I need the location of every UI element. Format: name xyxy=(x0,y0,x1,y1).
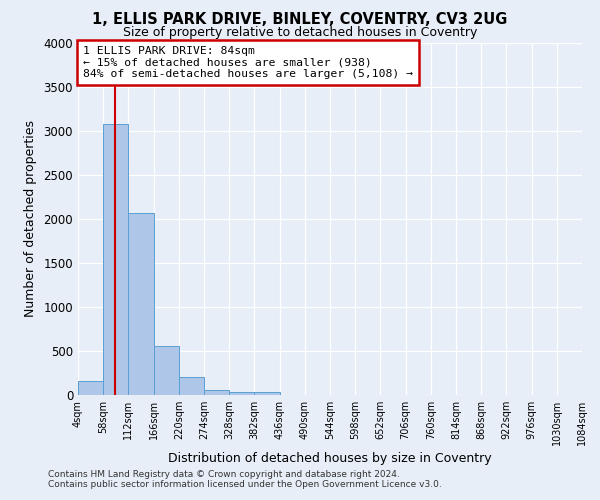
Text: Contains HM Land Registry data © Crown copyright and database right 2024.
Contai: Contains HM Land Registry data © Crown c… xyxy=(48,470,442,489)
Bar xyxy=(103,124,128,395)
Bar xyxy=(229,392,254,395)
Bar xyxy=(204,390,229,395)
Y-axis label: Number of detached properties: Number of detached properties xyxy=(23,120,37,318)
Text: 1 ELLIS PARK DRIVE: 84sqm
← 15% of detached houses are smaller (938)
84% of semi: 1 ELLIS PARK DRIVE: 84sqm ← 15% of detac… xyxy=(83,46,413,79)
Bar xyxy=(179,378,204,395)
Bar xyxy=(78,381,103,395)
Bar xyxy=(254,392,280,395)
Bar xyxy=(154,346,179,395)
Bar xyxy=(128,214,154,395)
Text: Size of property relative to detached houses in Coventry: Size of property relative to detached ho… xyxy=(123,26,477,39)
Text: 1, ELLIS PARK DRIVE, BINLEY, COVENTRY, CV3 2UG: 1, ELLIS PARK DRIVE, BINLEY, COVENTRY, C… xyxy=(92,12,508,28)
X-axis label: Distribution of detached houses by size in Coventry: Distribution of detached houses by size … xyxy=(168,452,492,465)
